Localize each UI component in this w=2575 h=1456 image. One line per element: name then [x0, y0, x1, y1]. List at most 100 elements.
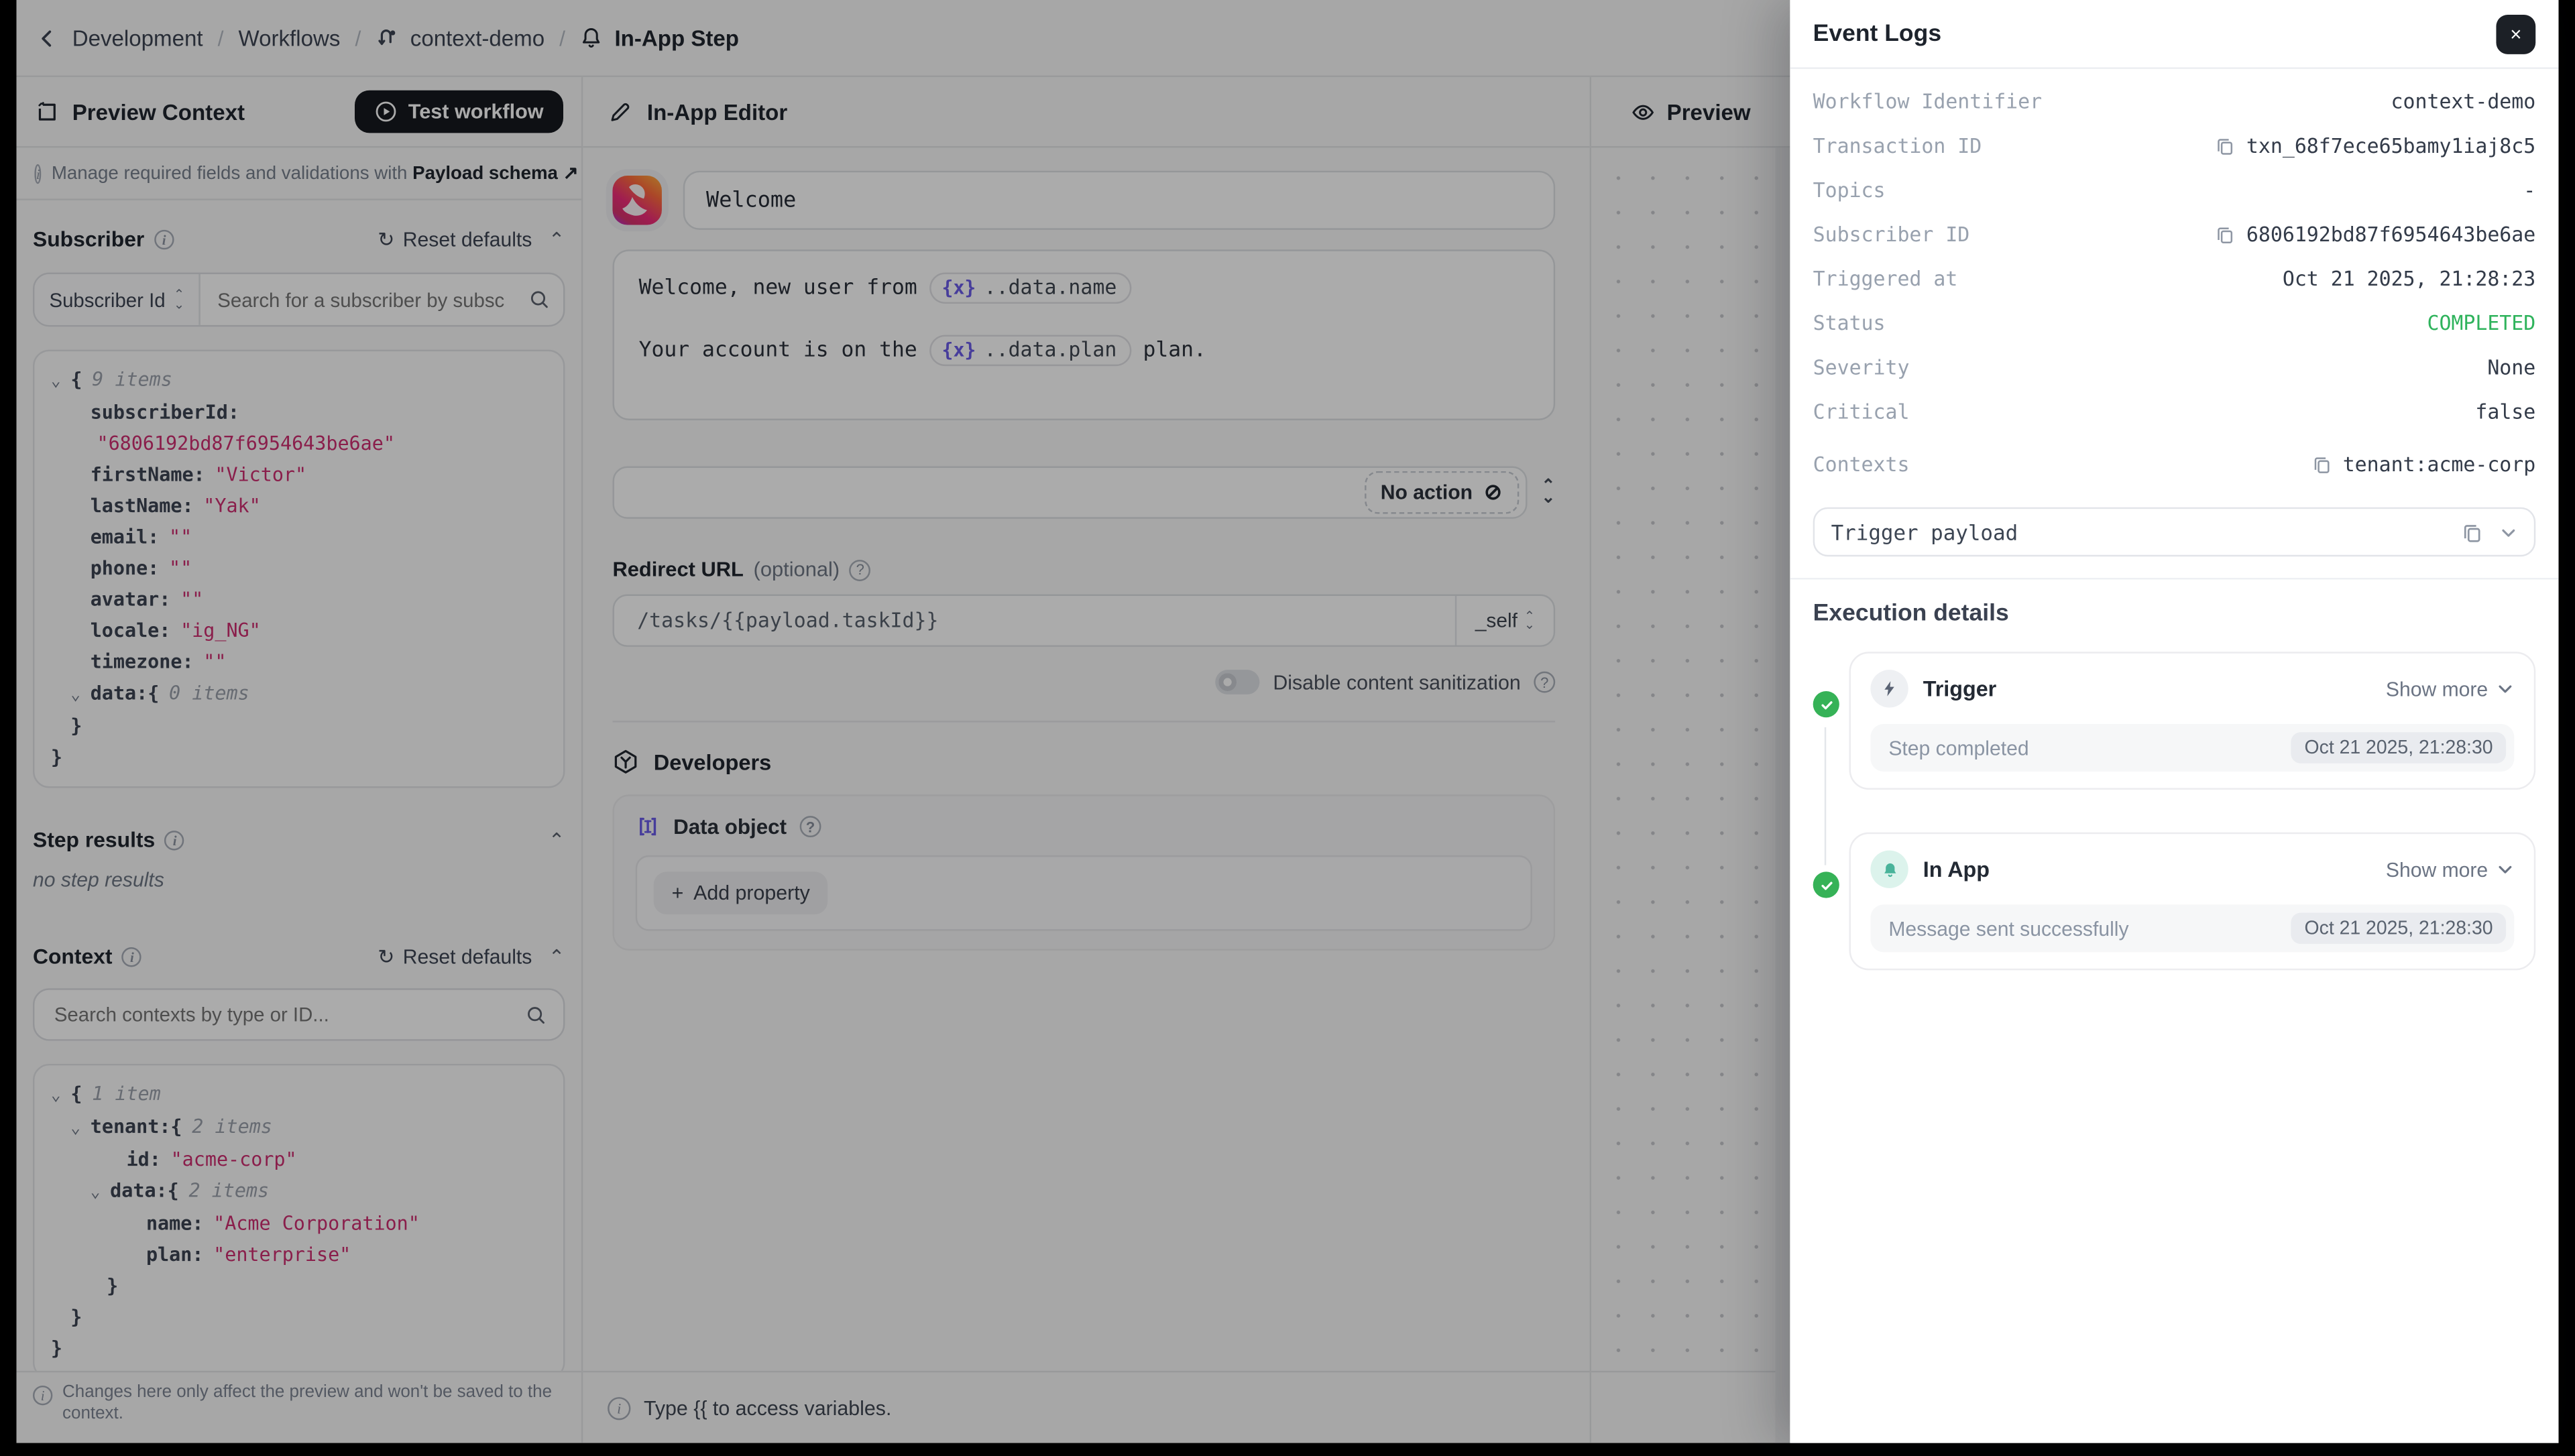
add-property-button[interactable]: + Add property: [653, 871, 828, 915]
step-timestamp: Oct 21 2025, 21:28:30: [2291, 732, 2507, 764]
modal-dim-overlay: [16, 0, 1790, 1443]
context-json-viewer[interactable]: ⌄{1 item ⌄ tenant:{2 items id: "acme-corp"…: [32, 1063, 565, 1371]
play-icon: [374, 100, 396, 123]
subscriber-id-selector[interactable]: Subscriber Id ⌃ ⌄: [34, 274, 201, 325]
collapse-chevron-icon[interactable]: ⌃: [548, 828, 565, 851]
pencil-icon: [608, 99, 632, 124]
breadcrumb-separator: /: [355, 25, 361, 50]
help-icon[interactable]: ?: [799, 816, 821, 837]
chevron-down-icon: [2499, 685, 2512, 693]
info-icon: i: [32, 1385, 53, 1406]
bell-icon: [1870, 850, 1908, 888]
workflow-route-icon: [376, 26, 398, 49]
breadcrumb-item-workflows[interactable]: Workflows: [239, 25, 341, 50]
execution-step-trigger: Trigger Show more Step completed Oct 21 …: [1813, 652, 2536, 790]
breadcrumb-item-workflow-name[interactable]: context-demo: [376, 25, 545, 50]
log-row: Status COMPLETED: [1813, 311, 2536, 335]
collapse-chevron-icon[interactable]: ⌃: [548, 945, 565, 968]
info-icon: i: [164, 829, 185, 850]
context-reset-defaults-button[interactable]: ↻ Reset defaults: [378, 945, 532, 968]
status-badge: COMPLETED: [2427, 311, 2536, 335]
help-icon[interactable]: ?: [849, 558, 871, 581]
subscriber-reset-defaults-button[interactable]: ↻ Reset defaults: [378, 227, 532, 251]
help-icon[interactable]: ?: [1534, 671, 1556, 693]
subscriber-search-input[interactable]: [214, 286, 521, 313]
breadcrumb-separator: /: [559, 25, 566, 50]
panel-title: In-App Editor: [646, 99, 788, 124]
redirect-target-select[interactable]: _self ⌃ ⌄: [1454, 595, 1554, 646]
execution-timeline: Trigger Show more Step completed Oct 21 …: [1813, 652, 2536, 971]
info-icon: i: [122, 946, 142, 967]
redirect-url-label: Redirect URL (optional) ?: [612, 558, 1555, 581]
editor-hint-bar: i Type {{ to access variables.: [583, 1370, 1590, 1443]
preview-context-scroll[interactable]: Subscriber i ↻ Reset defaults ⌃ Subscribe…: [16, 200, 581, 1371]
breadcrumb-item-development[interactable]: Development: [72, 25, 203, 50]
divider: [1790, 578, 2559, 580]
log-row: Workflow Identifier context-demo: [1813, 89, 2536, 113]
preview-context-icon: [34, 99, 59, 124]
plus-icon: +: [671, 882, 684, 905]
reset-icon: ↻: [378, 227, 395, 251]
eye-icon: [1631, 99, 1656, 124]
screen-edge: [2558, 0, 2575, 1456]
success-check-icon: [1813, 691, 1839, 718]
execution-step-in-app: In App Show more Message sent successful…: [1813, 832, 2536, 971]
developers-icon: [612, 749, 638, 775]
scrollbar-gutter[interactable]: [1775, 147, 1790, 1443]
body-text: Welcome, new user from: [638, 276, 917, 301]
no-entry-icon: ⊘: [1484, 479, 1502, 504]
in-app-editor-panel: In-App Editor Welcome Welcome, new user …: [583, 77, 1592, 1443]
divider: [612, 721, 1556, 723]
step-results-section-title: Step results i: [33, 827, 185, 852]
payload-schema-note: i Manage required fields and validations…: [16, 147, 581, 200]
sanitization-toggle[interactable]: [1215, 670, 1260, 694]
chevron-down-icon: [2499, 865, 2512, 873]
log-row: Severity None: [1813, 355, 2536, 379]
body-text: plan.: [1143, 338, 1206, 363]
variable-pill-data-plan[interactable]: {x} ..data.plan: [928, 335, 1132, 367]
updown-icon: ⌃ ⌄: [1524, 608, 1536, 632]
copy-icon[interactable]: [2215, 135, 2234, 155]
breadcrumb-label: context-demo: [410, 25, 545, 50]
subject-field[interactable]: Welcome: [683, 170, 1556, 230]
redirect-url-input[interactable]: [634, 607, 1436, 634]
preview-tab[interactable]: Preview: [1591, 77, 1790, 148]
log-row: Contexts tenant:acme-corp: [1813, 452, 2536, 475]
test-workflow-button[interactable]: Test workflow: [353, 90, 564, 133]
log-row: Critical false: [1813, 400, 2536, 423]
info-icon: i: [608, 1396, 631, 1420]
info-icon: i: [34, 163, 42, 184]
action-sorter-icon[interactable]: ⌃ ⌄: [1541, 477, 1556, 507]
preview-footnote: i Changes here only affect the preview a…: [16, 1370, 581, 1443]
no-action-button[interactable]: No action ⊘: [1364, 471, 1519, 514]
payload-schema-link[interactable]: Payload schema ↗: [412, 164, 579, 184]
copy-icon[interactable]: [2311, 454, 2331, 473]
search-icon: [529, 289, 551, 310]
breadcrumb-item-step[interactable]: In-App Step: [580, 25, 739, 50]
copy-icon[interactable]: [2215, 224, 2234, 243]
copy-icon[interactable]: [2462, 522, 2483, 543]
main-ui: Development / Workflows / context-demo /…: [16, 0, 1790, 1443]
message-body-editor[interactable]: Welcome, new user from {x} ..data.name Y…: [612, 249, 1556, 420]
collapse-chevron-icon[interactable]: ⌃: [548, 227, 565, 251]
trigger-payload-accordion[interactable]: Trigger payload: [1813, 507, 2536, 557]
bell-icon: [580, 26, 603, 49]
preview-context-panel: Preview Context Test workflow i Manage r…: [16, 77, 583, 1443]
breadcrumb-separator: /: [217, 25, 224, 50]
reset-icon: ↻: [378, 945, 395, 968]
updown-icon: ⌃ ⌄: [173, 287, 185, 312]
variable-pill-data-name[interactable]: {x} ..data.name: [928, 272, 1132, 304]
drawer-title: Event Logs: [1813, 20, 1942, 47]
context-search-input[interactable]: [50, 1001, 516, 1028]
close-button[interactable]: ×: [2496, 13, 2536, 54]
log-row: Triggered at Oct 21 2025, 21:28:23: [1813, 266, 2536, 290]
log-row: Subscriber ID 6806192bd87f6954643be6ae: [1813, 222, 2536, 246]
timeline-connector: [1824, 727, 1827, 865]
subscriber-json-viewer[interactable]: ⌄{9 items subscriberId: "6806192bd87f695…: [32, 349, 565, 788]
preview-canvas[interactable]: [1591, 147, 1790, 1371]
show-more-button[interactable]: Show more: [2386, 858, 2515, 881]
show-more-button[interactable]: Show more: [2386, 677, 2515, 700]
back-icon[interactable]: [36, 27, 58, 48]
app-window: Development / Workflows / context-demo /…: [16, 0, 2559, 1443]
